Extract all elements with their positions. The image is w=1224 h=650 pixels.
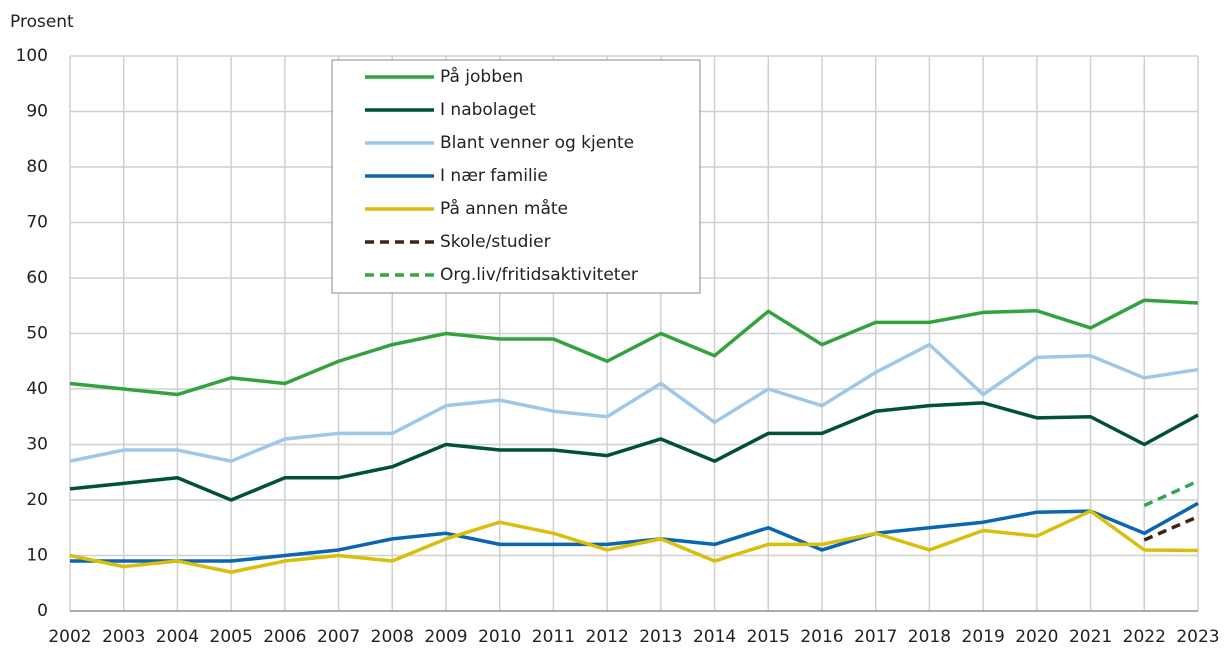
x-tick-label: 2008 — [371, 627, 414, 647]
x-tick-label: 2023 — [1176, 627, 1219, 647]
x-tick-label: 2020 — [1015, 627, 1058, 647]
x-tick-label: 2003 — [102, 627, 145, 647]
legend-box — [331, 59, 701, 294]
series-line — [69, 342, 1199, 463]
x-tick-label: 2013 — [639, 627, 682, 647]
x-tick-label: 2006 — [263, 627, 306, 647]
legend-label: På jobben — [440, 66, 523, 87]
y-tick-label: 40 — [26, 379, 48, 399]
y-tick-label: 100 — [16, 46, 48, 66]
legend-label: Blant venner og kjente — [440, 133, 634, 153]
x-tick-label: 2015 — [747, 627, 790, 647]
legend-label: I nabolaget — [440, 100, 536, 120]
x-tick-label: 2010 — [478, 627, 521, 647]
y-tick-label: 70 — [26, 213, 48, 233]
x-tick-label: 2022 — [1123, 627, 1166, 647]
y-tick-label: 60 — [26, 268, 48, 288]
series-line — [69, 298, 1199, 397]
series-line — [1143, 479, 1199, 508]
y-axis-label: Prosent — [10, 12, 74, 32]
x-tick-label: 2009 — [424, 627, 467, 647]
x-tick-label: 2019 — [962, 627, 1005, 647]
series-line — [70, 501, 1199, 563]
series-line — [69, 509, 1199, 574]
x-tick-label: 2007 — [317, 627, 360, 647]
legend-label: I nær familie — [440, 166, 548, 186]
y-tick-label: 50 — [26, 324, 48, 344]
legend-label: På annen måte — [440, 198, 568, 219]
x-tick-label: 2016 — [800, 627, 843, 647]
x-tick-label: 2002 — [48, 627, 91, 647]
series-line — [1143, 515, 1199, 542]
y-tick-label: 30 — [26, 435, 48, 455]
y-tick-label: 90 — [26, 102, 48, 122]
y-tick-label: 0 — [37, 601, 48, 621]
legend-label: Org.liv/fritidsaktiviteter — [440, 265, 638, 285]
x-tick-label: 2021 — [1069, 627, 1112, 647]
x-tick-label: 2012 — [586, 627, 629, 647]
x-tick-label: 2017 — [854, 627, 897, 647]
legend-label: Skole/studier — [440, 232, 551, 252]
y-tick-label: 20 — [26, 490, 48, 510]
x-tick-label: 2004 — [156, 627, 199, 647]
x-tick-label: 2011 — [532, 627, 575, 647]
x-tick-label: 2018 — [908, 627, 951, 647]
y-tick-label: 10 — [26, 546, 48, 566]
y-tick-label: 80 — [26, 157, 48, 177]
series-line — [69, 401, 1199, 502]
x-tick-label: 2005 — [210, 627, 253, 647]
x-tick-label: 2014 — [693, 627, 736, 647]
